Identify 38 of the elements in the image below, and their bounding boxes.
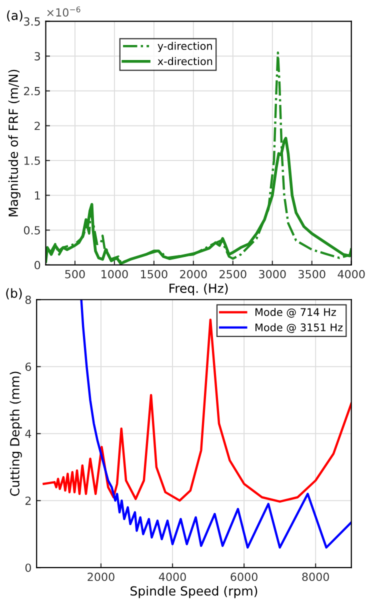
y-tick-label: 3.5 [24,17,40,26]
y-tick-label: 3 [34,52,40,60]
legend-label: Mode @ 714 Hz [256,308,336,318]
y-tick-label: 8 [25,296,31,304]
y-tick-label: 4 [25,430,32,438]
x-tick-label: 8000 [302,572,329,582]
y-tick-label: 6 [25,362,32,371]
line-series [80,300,352,549]
x-tick-label: 2500 [220,270,246,278]
x-tick-label: 500 [65,270,85,278]
line-series [42,318,352,503]
y-tick-label: 2 [34,122,40,130]
y-tick-label: 1 [35,191,40,200]
text: (b) [6,288,22,300]
y-tick-label: 1.5 [24,156,40,165]
y-tick-label: 0 [34,260,40,270]
x-tick-label: 1000 [102,270,128,278]
text: (a) [7,10,22,22]
x-tick-label: 6000 [230,572,258,582]
x-axis-title: Spindle Speed (rpm) [130,586,258,598]
y-tick-label: 0.5 [24,226,40,234]
legend-label: x-direction [158,57,212,66]
y-tick-label: 2.5 [24,86,40,96]
legend-label: Mode @ 3151 Hz [256,323,343,333]
y-tick-label: 0 [25,564,31,572]
x-tick-label: 4000 [158,572,186,582]
y-axis-title: Cutting Depth (mm) [10,372,22,496]
y-tick-label: 2 [25,496,31,505]
y-axis-title: Magnitude of FRF (m/N) [8,70,20,216]
x-tick-label: 1500 [141,270,168,278]
x-tick-label: 3000 [259,270,286,278]
x-tick-label: 3500 [298,270,326,278]
text: ×10$^{−6}$ [47,6,80,17]
legend-label: y-direction [158,42,212,52]
x-tick-label: 2000 [180,270,207,278]
x-tick-label: 4000 [338,270,365,278]
x-tick-label: 2000 [88,572,114,582]
x-axis-title: Freq. (Hz) [170,283,228,296]
